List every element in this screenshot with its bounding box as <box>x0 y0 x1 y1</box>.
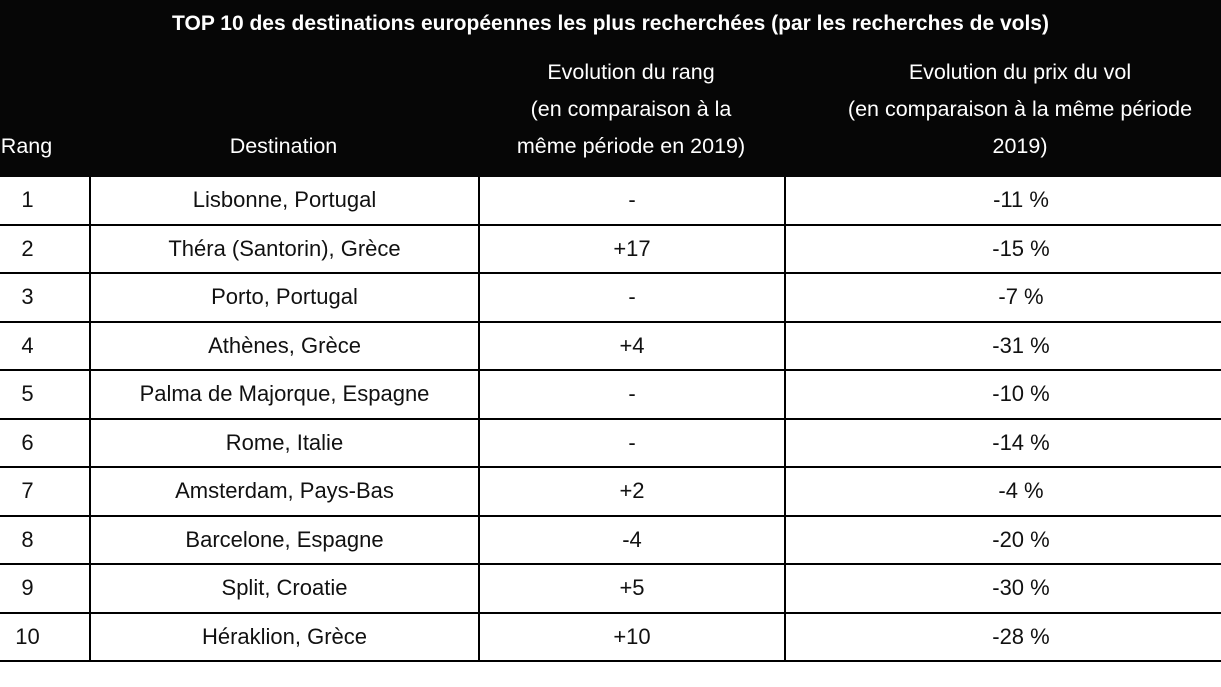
table-body: 1 Lisbonne, Portugal - -11 % 2 Théra (Santori… <box>0 177 1221 662</box>
table-row: 7 Amsterdam, Pays-Bas +2 -4 % <box>0 466 1221 517</box>
cell-price-change: -31 % <box>784 320 1221 371</box>
table-header: TOP 10 des destinations européennes les … <box>0 0 1221 177</box>
header-destination: Destination <box>229 134 338 158</box>
cell-rank-change: +10 <box>478 611 786 662</box>
table-row: 8 Barcelone, Espagne -4 -20 % <box>0 514 1221 565</box>
cell-rank: 8 <box>0 514 91 565</box>
cell-destination: Barcelone, Espagne <box>89 514 480 565</box>
header-rank-change-line: (en comparaison à la <box>530 97 732 121</box>
cell-destination: Athènes, Grèce <box>89 320 480 371</box>
cell-price-change: -14 % <box>784 417 1221 468</box>
table-row: 9 Split, Croatie +5 -30 % <box>0 563 1221 614</box>
cell-destination: Rome, Italie <box>89 417 480 468</box>
cell-rank-change: +2 <box>478 466 786 517</box>
table-row: 6 Rome, Italie - -14 % <box>0 417 1221 468</box>
table-row: 2 Théra (Santorin), Grèce +17 -15 % <box>0 223 1221 274</box>
cell-rank-change: +4 <box>478 320 786 371</box>
header-price-change: Evolution du prix du vol (en comparaison… <box>784 54 1221 165</box>
table-title: TOP 10 des destinations européennes les … <box>172 12 1049 35</box>
cell-price-change: -10 % <box>784 369 1221 420</box>
cell-rank-change: - <box>478 177 786 226</box>
cell-rank: 1 <box>0 177 91 226</box>
cell-rank-change: - <box>478 417 786 468</box>
cell-rank-change: +17 <box>478 223 786 274</box>
cell-price-change: -4 % <box>784 466 1221 517</box>
cell-rank-change: -4 <box>478 514 786 565</box>
cell-destination: Palma de Majorque, Espagne <box>89 369 480 420</box>
cell-rank: 4 <box>0 320 91 371</box>
cell-destination: Héraklion, Grèce <box>89 611 480 662</box>
cell-rank: 3 <box>0 272 91 323</box>
table-row: 10 Héraklion, Grèce +10 -28 % <box>0 611 1221 662</box>
header-price-change-line: Evolution du prix du vol <box>908 60 1132 84</box>
header-rank: Rang <box>0 134 53 158</box>
cell-destination: Split, Croatie <box>89 563 480 614</box>
cell-price-change: -7 % <box>784 272 1221 323</box>
cell-rank: 5 <box>0 369 91 420</box>
cell-rank: 2 <box>0 223 91 274</box>
cell-rank: 9 <box>0 563 91 614</box>
cell-rank-change: - <box>478 369 786 420</box>
cell-rank-change: - <box>478 272 786 323</box>
cell-price-change: -11 % <box>784 177 1221 226</box>
cell-destination: Amsterdam, Pays-Bas <box>89 466 480 517</box>
cell-rank: 6 <box>0 417 91 468</box>
cell-destination: Théra (Santorin), Grèce <box>89 223 480 274</box>
cell-price-change: -20 % <box>784 514 1221 565</box>
table-row: 4 Athènes, Grèce +4 -31 % <box>0 320 1221 371</box>
table-row: 5 Palma de Majorque, Espagne - -10 % <box>0 369 1221 420</box>
cell-rank: 7 <box>0 466 91 517</box>
cell-rank: 10 <box>0 611 91 662</box>
table-row: 3 Porto, Portugal - -7 % <box>0 272 1221 323</box>
header-rank-change-line: Evolution du rang <box>547 60 715 84</box>
cell-price-change: -15 % <box>784 223 1221 274</box>
header-price-change-line: 2019) <box>992 134 1048 158</box>
cell-destination: Porto, Portugal <box>89 272 480 323</box>
cell-price-change: -30 % <box>784 563 1221 614</box>
table-row: 1 Lisbonne, Portugal - -11 % <box>0 177 1221 226</box>
cell-price-change: -28 % <box>784 611 1221 662</box>
header-rank-change: Evolution du rang (en comparaison à la m… <box>478 54 784 165</box>
cell-destination: Lisbonne, Portugal <box>89 177 480 226</box>
header-price-change-line: (en comparaison à la même période <box>847 97 1193 121</box>
destinations-table: TOP 10 des destinations européennes les … <box>0 0 1221 662</box>
cell-rank-change: +5 <box>478 563 786 614</box>
header-rank-change-line: même période en 2019) <box>516 134 746 158</box>
